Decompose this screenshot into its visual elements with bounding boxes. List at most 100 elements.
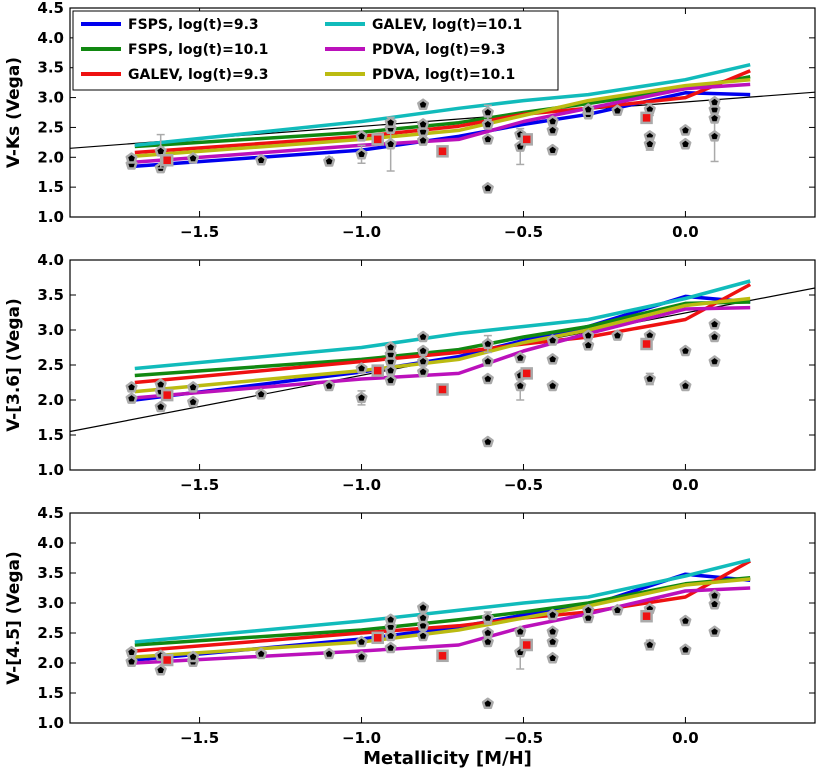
data-point <box>417 611 430 624</box>
y-tick-label: 2.5 <box>37 356 64 374</box>
series-line <box>134 62 751 148</box>
special-point <box>160 154 174 167</box>
data-point <box>611 603 624 616</box>
data-point <box>546 625 559 638</box>
legend-box <box>72 10 559 91</box>
data-point <box>187 381 200 393</box>
data-point <box>384 641 397 654</box>
series-line <box>134 305 751 400</box>
y-tick-label: 2.0 <box>37 391 64 409</box>
data-point <box>481 106 494 118</box>
data-point <box>708 597 721 610</box>
data-point <box>708 318 721 330</box>
x-tick-label: −1.0 <box>342 729 381 747</box>
legend-label: FSPS, log(t)=9.3 <box>128 17 259 33</box>
data-point <box>323 647 336 660</box>
y-tick-label: 4.0 <box>37 29 64 47</box>
special-point <box>520 367 533 380</box>
y-axis-label: V-[4.5] (Vega) <box>4 551 24 685</box>
legend-label: GALEV, log(t)=9.3 <box>128 67 269 83</box>
data-point <box>417 134 430 146</box>
special-point <box>640 337 653 351</box>
x-tick-label: −0.5 <box>504 729 543 747</box>
legend-label: PDVA, log(t)=10.1 <box>372 67 515 83</box>
y-axis-label: V-[3.6] (Vega) <box>4 298 24 432</box>
data-point <box>384 137 397 150</box>
data-point <box>355 130 368 142</box>
data-point <box>154 663 167 676</box>
data-point <box>481 372 494 385</box>
data-point <box>708 130 721 142</box>
data-point <box>417 601 430 614</box>
special-point <box>520 133 533 146</box>
data-point <box>125 655 138 668</box>
legend-label: PDVA, log(t)=9.3 <box>372 42 506 58</box>
data-point <box>708 112 721 124</box>
data-point <box>187 395 200 408</box>
data-point <box>514 379 527 392</box>
x-tick-label: 0.0 <box>672 476 699 494</box>
data-point <box>125 392 138 404</box>
x-tick-label: −0.5 <box>504 476 543 494</box>
data-point <box>323 155 336 167</box>
axes-frame <box>69 7 816 218</box>
data-point <box>154 400 167 413</box>
data-point <box>546 124 559 136</box>
data-point <box>582 329 595 341</box>
data-point <box>384 364 397 376</box>
data-point <box>546 379 559 392</box>
data-point <box>125 381 138 393</box>
special-point <box>371 631 384 645</box>
data-point <box>643 638 656 651</box>
data-point <box>708 330 721 343</box>
data-point <box>154 145 167 157</box>
y-tick-label: 3.5 <box>37 564 64 582</box>
data-point <box>481 626 494 639</box>
data-point <box>679 344 692 357</box>
data-point <box>255 388 268 400</box>
data-point <box>481 435 494 448</box>
y-tick-label: 3.0 <box>37 321 64 339</box>
panel-2: 1.0 1.5 2.0 2.5 3.0 3.5 4.0 −1.5 −1.0 −0.5 0.0 V-[3… <box>4 251 816 494</box>
x-tick-label: −0.5 <box>504 223 543 241</box>
data-point <box>417 365 430 378</box>
y-tick-label: 4.5 <box>37 0 64 17</box>
special-point <box>160 653 174 667</box>
data-point <box>514 625 527 638</box>
special-point <box>640 609 653 623</box>
data-point <box>481 355 494 367</box>
y-tick-label: 3.0 <box>37 89 64 107</box>
data-point <box>679 379 692 392</box>
data-point <box>384 374 397 386</box>
special-point <box>371 133 384 146</box>
y-tick-label: 2.0 <box>37 654 64 672</box>
series-line <box>134 300 751 378</box>
data-point <box>708 96 721 108</box>
data-point <box>708 589 721 602</box>
data-point <box>546 651 559 664</box>
data-point <box>384 116 397 128</box>
data-point <box>417 355 430 367</box>
special-point <box>160 388 174 402</box>
y-tick-label: 4.5 <box>37 504 64 522</box>
y-tick-label: 1.5 <box>37 178 64 196</box>
data-point <box>481 118 494 130</box>
y-tick-label: 1.0 <box>37 714 64 732</box>
y-axis-label: V-Ks (Vega) <box>4 57 24 168</box>
series-line <box>134 279 751 371</box>
data-point <box>255 154 268 166</box>
data-point <box>355 362 368 374</box>
x-tick-label: −1.0 <box>342 223 381 241</box>
data-point <box>679 614 692 627</box>
special-point <box>436 649 449 663</box>
x-tick-label: −1.5 <box>180 223 219 241</box>
panel-3: 1.0 1.5 2.0 2.5 3.0 3.5 4.0 4.5 −1.5 −1.0 −0.5 0.0 V… <box>4 504 816 747</box>
y-tick-label: 3.5 <box>37 59 64 77</box>
data-point <box>546 608 559 621</box>
data-point <box>514 351 527 364</box>
y-tick-label: 1.5 <box>37 426 64 444</box>
data-point <box>255 647 268 660</box>
series-line <box>134 558 751 644</box>
special-point <box>640 111 653 125</box>
